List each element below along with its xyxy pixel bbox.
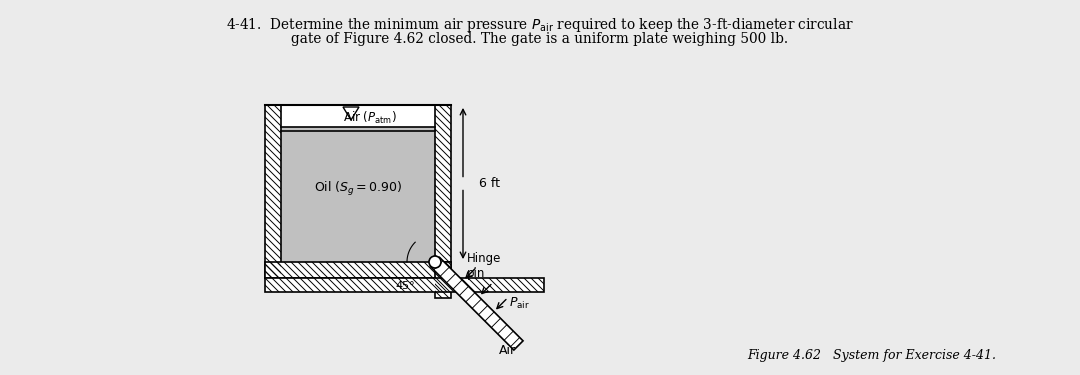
Text: gate of Figure 4.62 closed. The gate is a uniform plate weighing 500 lb.: gate of Figure 4.62 closed. The gate is … bbox=[292, 32, 788, 46]
Text: Hinge
pin: Hinge pin bbox=[467, 252, 501, 280]
Text: Air ($P_{\mathrm{atm}}$): Air ($P_{\mathrm{atm}}$) bbox=[343, 110, 396, 126]
Text: $P_{\mathrm{air}}$: $P_{\mathrm{air}}$ bbox=[509, 296, 530, 311]
Text: Figure 4.62   System for Exercise 4-41.: Figure 4.62 System for Exercise 4-41. bbox=[747, 349, 997, 362]
Polygon shape bbox=[281, 127, 435, 262]
Circle shape bbox=[429, 256, 441, 268]
Polygon shape bbox=[431, 257, 523, 350]
Polygon shape bbox=[435, 262, 451, 298]
Polygon shape bbox=[343, 107, 359, 120]
Polygon shape bbox=[265, 278, 544, 292]
Polygon shape bbox=[435, 105, 451, 262]
Polygon shape bbox=[265, 262, 451, 278]
Polygon shape bbox=[265, 105, 281, 278]
Text: Oil ($S_g = 0.90$): Oil ($S_g = 0.90$) bbox=[314, 180, 402, 198]
Text: 4-41.  Determine the minimum air pressure $P_{\mathrm{air}}$ required to keep th: 4-41. Determine the minimum air pressure… bbox=[226, 16, 854, 34]
Text: Air: Air bbox=[499, 344, 516, 357]
Text: 6 ft: 6 ft bbox=[480, 177, 500, 190]
Text: 45°: 45° bbox=[395, 281, 415, 291]
Polygon shape bbox=[281, 105, 435, 127]
